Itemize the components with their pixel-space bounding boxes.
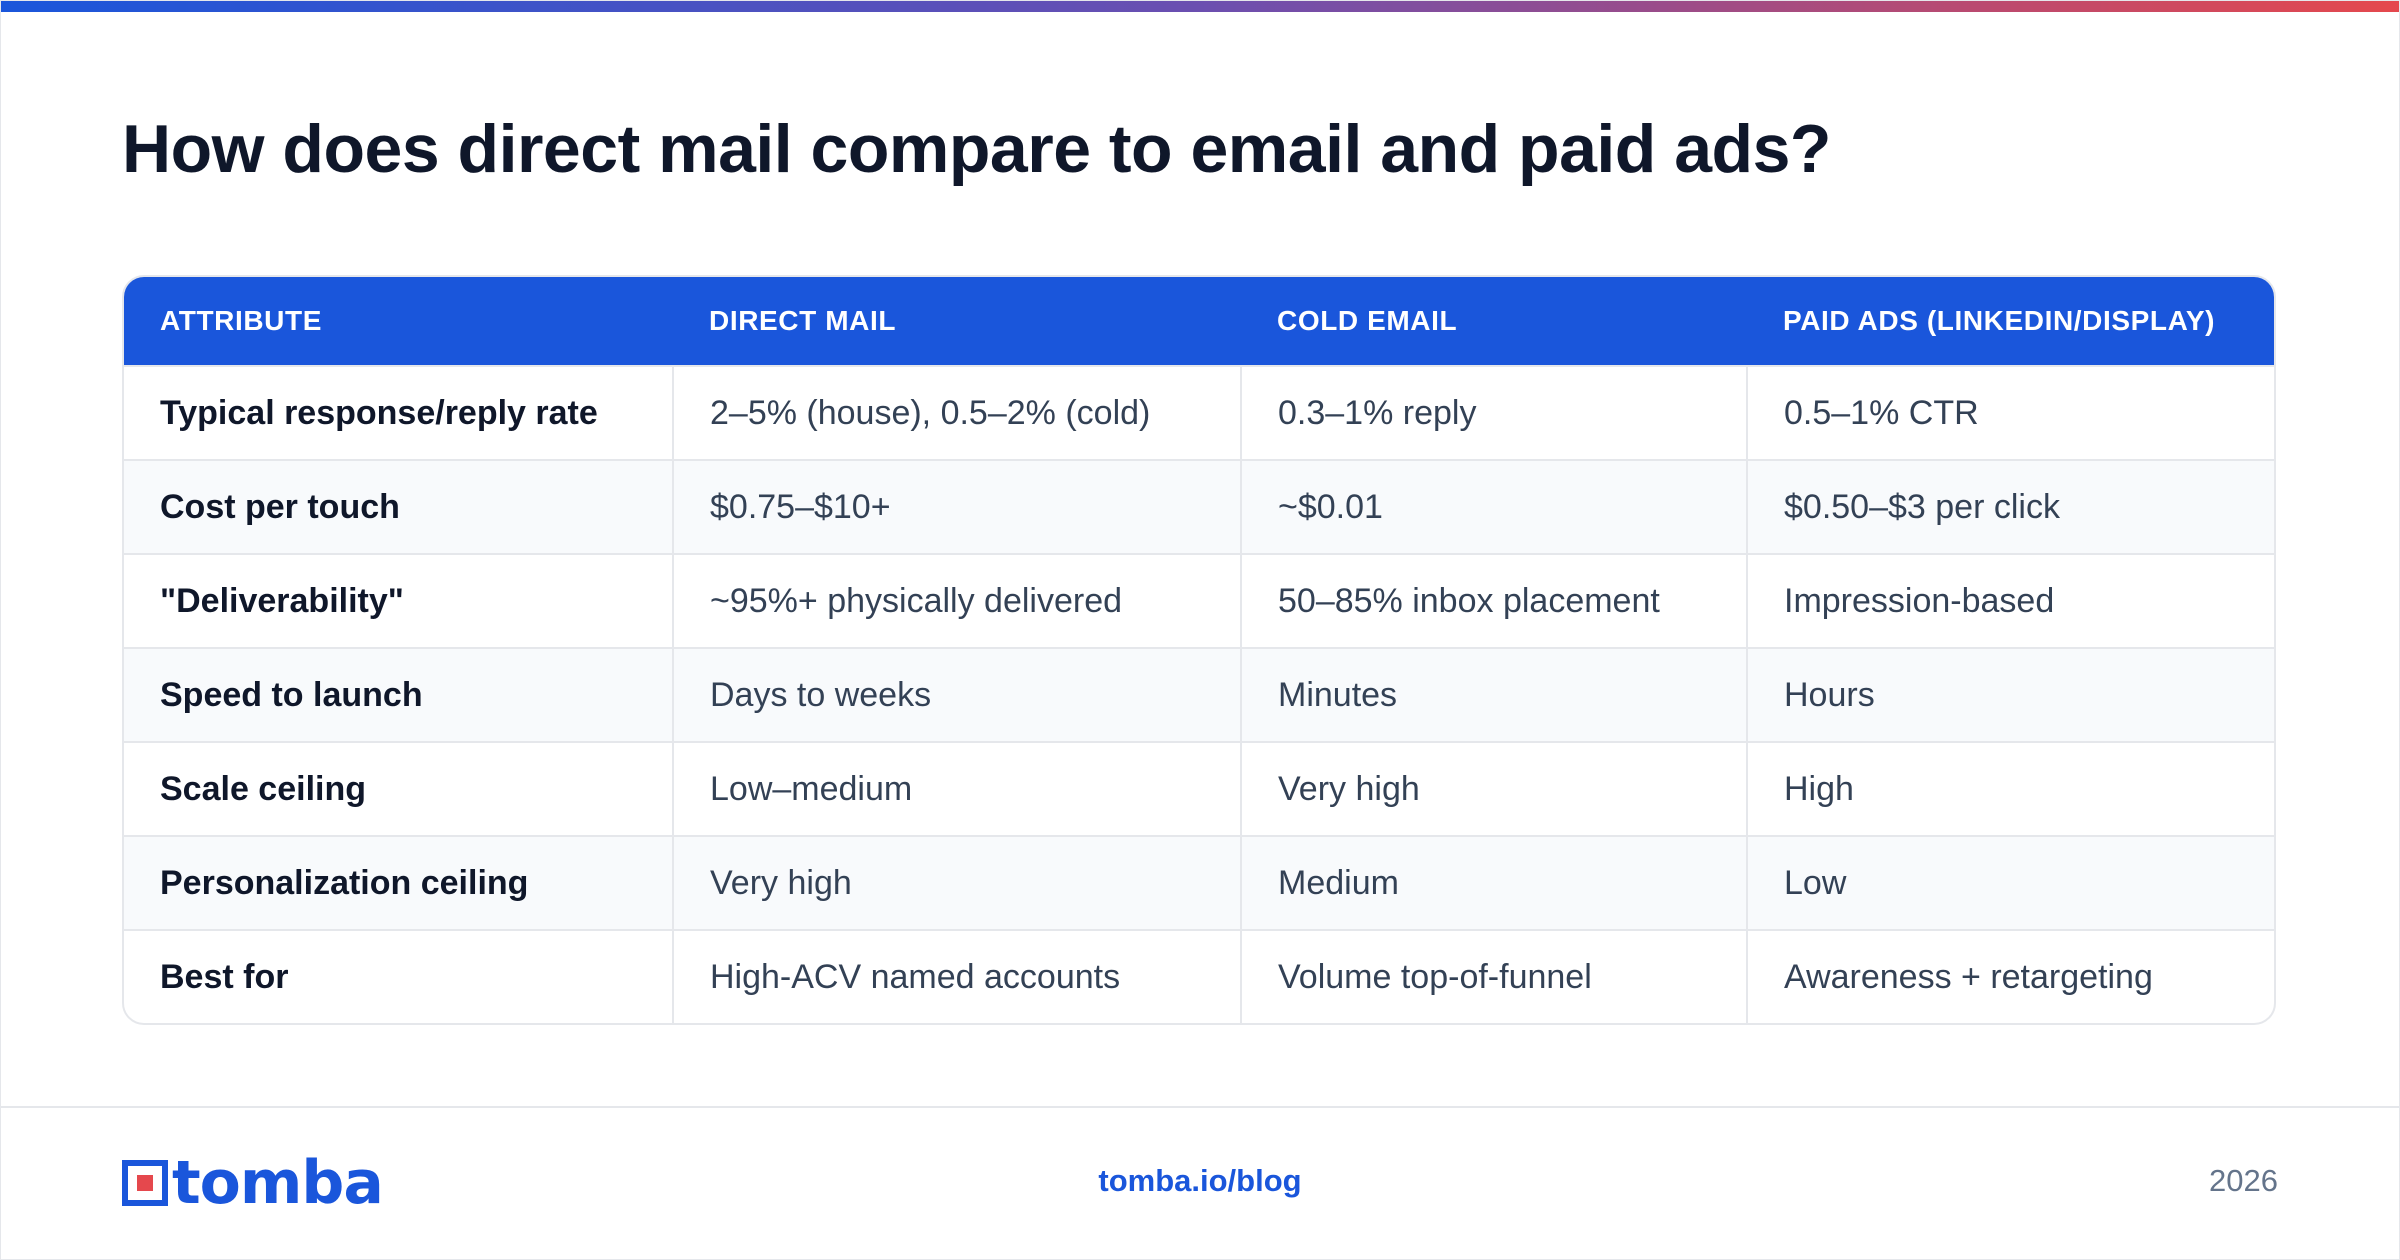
row-attribute: Best for	[124, 929, 673, 1023]
header-cold-email: COLD EMAIL	[1277, 305, 1458, 336]
row-attribute: Typical response/reply rate	[124, 365, 673, 460]
cell-direct-mail: $0.75–$10+	[672, 459, 1241, 554]
cell-cold-email: Minutes	[1240, 647, 1747, 742]
table-row: "Deliverability" ~95%+ physically delive…	[124, 553, 2274, 648]
comparison-table-card: ATTRIBUTE DIRECT MAIL COLD EMAIL PAID AD…	[122, 275, 2276, 1025]
cell-direct-mail: Very high	[672, 835, 1241, 930]
comparison-table: ATTRIBUTE DIRECT MAIL COLD EMAIL PAID AD…	[124, 277, 2274, 1023]
cell-cold-email: Very high	[1240, 741, 1747, 836]
cell-direct-mail: Days to weeks	[672, 647, 1241, 742]
cell-cold-email: Volume top-of-funnel	[1240, 929, 1747, 1023]
header-attribute: ATTRIBUTE	[160, 305, 322, 336]
header-paid-ads: PAID ADS (LINKEDIN/DISPLAY)	[1783, 305, 2216, 336]
table-row: Speed to launch Days to weeks Minutes Ho…	[124, 647, 2274, 742]
cell-paid-ads: Low	[1746, 835, 2274, 930]
cell-direct-mail: Low–medium	[672, 741, 1241, 836]
cell-cold-email: ~$0.01	[1240, 459, 1747, 554]
table-row: Typical response/reply rate 2–5% (house)…	[124, 365, 2274, 460]
cell-paid-ads: High	[1746, 741, 2274, 836]
tomba-logo[interactable]: tomba	[122, 1148, 384, 1218]
cell-paid-ads: $0.50–$3 per click	[1746, 459, 2274, 554]
table-row: Scale ceiling Low–medium Very high High	[124, 741, 2274, 836]
row-attribute: Scale ceiling	[124, 741, 673, 836]
cell-direct-mail: 2–5% (house), 0.5–2% (cold)	[672, 365, 1241, 460]
cell-paid-ads: Hours	[1746, 647, 2274, 742]
table-row: Best for High-ACV named accounts Volume …	[124, 929, 2274, 1023]
top-gradient-bar	[0, 0, 2400, 12]
footer-divider	[0, 1106, 2400, 1108]
cell-cold-email: 0.3–1% reply	[1240, 365, 1747, 460]
table-row: Cost per touch $0.75–$10+ ~$0.01 $0.50–$…	[124, 459, 2274, 554]
cell-direct-mail: High-ACV named accounts	[672, 929, 1241, 1023]
cell-paid-ads: Awareness + retargeting	[1746, 929, 2274, 1023]
table-header-row: ATTRIBUTE DIRECT MAIL COLD EMAIL PAID AD…	[124, 277, 2274, 366]
cell-cold-email: 50–85% inbox placement	[1240, 553, 1747, 648]
cell-direct-mail: ~95%+ physically delivered	[672, 553, 1241, 648]
row-attribute: "Deliverability"	[124, 553, 673, 648]
row-attribute: Personalization ceiling	[124, 835, 673, 930]
logo-wordmark: tomba	[172, 1148, 384, 1218]
header-direct-mail: DIRECT MAIL	[709, 305, 897, 336]
row-attribute: Cost per touch	[124, 459, 673, 554]
cell-paid-ads: Impression-based	[1746, 553, 2274, 648]
cell-cold-email: Medium	[1240, 835, 1747, 930]
table-row: Personalization ceiling Very high Medium…	[124, 835, 2274, 930]
tomba-logo-icon	[122, 1160, 168, 1206]
blog-link[interactable]: tomba.io/blog	[1098, 1163, 1302, 1198]
cell-paid-ads: 0.5–1% CTR	[1746, 365, 2274, 460]
page-title: How does direct mail compare to email an…	[122, 111, 1831, 187]
row-attribute: Speed to launch	[124, 647, 673, 742]
footer-year: 2026	[2209, 1163, 2278, 1198]
